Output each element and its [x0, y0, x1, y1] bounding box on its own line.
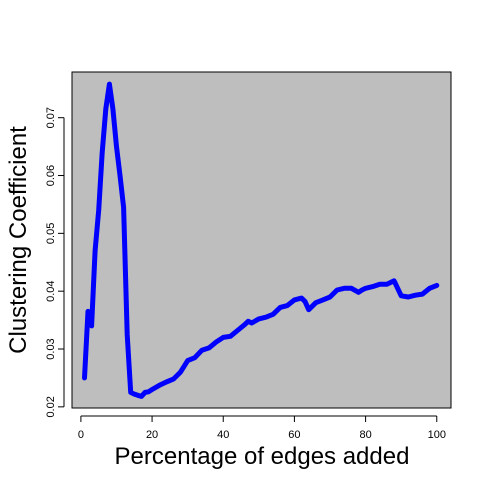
x-tick-label: 40: [217, 429, 229, 441]
x-tick-label: 60: [288, 429, 300, 441]
x-tick-label: 20: [146, 429, 158, 441]
y-tick-label: 0.03: [45, 338, 57, 359]
series-line-1: [82, 81, 440, 399]
x-tick-label: 80: [359, 429, 371, 441]
y-axis-title: Clustering Coefficient: [5, 126, 32, 354]
x-axis-title: Percentage of edges added: [115, 443, 410, 470]
x-axis: 0 20 40 60 80 100: [78, 415, 446, 441]
plot-frame: [71, 71, 452, 409]
y-tick-label: 0.06: [45, 165, 57, 186]
plot-background: [72, 72, 451, 408]
y-tick-label: 0.04: [45, 280, 57, 301]
y-tick-label: 0.05: [45, 223, 57, 244]
x-tick-label: 0: [78, 429, 84, 441]
y-tick-label: 0.02: [45, 396, 57, 417]
x-tick-label: 100: [428, 429, 446, 441]
y-tick-label: 0.07: [45, 107, 57, 128]
y-axis: 0.02 0.03 0.04 0.05 0.06 0.07: [45, 107, 65, 418]
series-layer: [82, 81, 440, 399]
